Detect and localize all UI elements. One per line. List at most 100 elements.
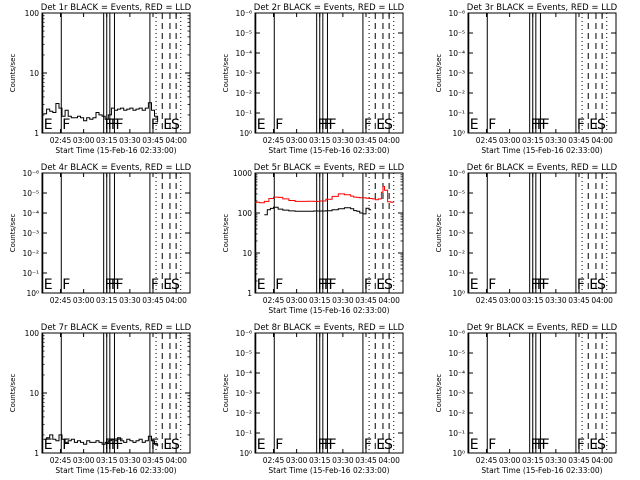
event-label: E (44, 117, 53, 133)
event-label: F (318, 437, 326, 453)
event-rate-line (264, 206, 372, 216)
y-axis-label: Counts/sec (9, 374, 17, 413)
y-tick-label: 10 (29, 389, 39, 398)
panel-5: Det 5r BLACK = Events, RED = LLD 1 10 100 10… (222, 163, 405, 315)
x-axis-label: Start Time (15-Feb-16 02:33:00) (55, 146, 176, 155)
x-tick-label: 03:30 (332, 456, 354, 465)
y-axis-label: Counts/sec (222, 374, 230, 413)
event-label: E (470, 437, 479, 453)
y-tick-label: 10⁻⁵ (448, 189, 465, 198)
x-tick-label: 03:15 (96, 136, 118, 145)
event-label: S (384, 117, 393, 133)
x-tick-label: 03:15 (96, 296, 118, 305)
x-tick-label: 03:00 (73, 136, 95, 145)
x-tick-label: 03:00 (286, 456, 308, 465)
panel-title: Det 6r BLACK = Events, RED = LLD (467, 163, 618, 173)
x-tick-label: 03:45 (568, 296, 590, 305)
panel-title: Det 7r BLACK = Events, RED = LLD (41, 323, 192, 333)
panel-1: Det 1r BLACK = Events, RED = LLD 1 10 100 Co… (9, 3, 192, 155)
y-tick-label: 10⁻² (235, 89, 252, 98)
y-axis-label: Counts/sec (9, 214, 17, 253)
event-label: S (384, 437, 393, 453)
y-tick-label: 10⁻⁵ (22, 189, 39, 198)
x-tick-label: 03:30 (332, 136, 354, 145)
event-label: F (62, 437, 70, 453)
x-axis-label: Start Time (15-Feb-16 02:33:00) (55, 466, 176, 475)
y-tick-label: 10⁻⁶ (22, 169, 39, 178)
x-tick-label: 02:45 (476, 296, 498, 305)
x-tick-label: 03:15 (96, 456, 118, 465)
x-axis-label: Start Time (15-Feb-16 02:33:00) (268, 146, 389, 155)
event-label: F (105, 437, 113, 453)
event-label: F (318, 117, 326, 133)
y-axis-label: Counts/sec (435, 54, 443, 93)
event-label: E (163, 437, 172, 453)
x-tick-label: 03:45 (568, 456, 590, 465)
y-tick-label: 1 (34, 129, 39, 138)
event-label: F (151, 277, 159, 293)
event-label: F (151, 437, 159, 453)
x-tick-label: 03:45 (142, 136, 164, 145)
y-tick-label: 10⁻³ (448, 229, 465, 238)
y-tick-label: 10⁰ (452, 289, 465, 298)
event-label: F (488, 117, 496, 133)
event-rate-line (43, 434, 159, 447)
x-tick-label: 03:00 (73, 456, 95, 465)
plot-frame (254, 332, 404, 454)
x-tick-label: 03:30 (332, 296, 354, 305)
plot-frame (41, 12, 191, 134)
event-label: F (534, 437, 542, 453)
x-tick-label: 03:30 (545, 296, 567, 305)
event-label: E (44, 437, 53, 453)
x-tick-label: 02:45 (476, 456, 498, 465)
lld-rate-line (255, 186, 394, 204)
x-tick-label: 03:45 (355, 456, 377, 465)
y-tick-label: 10⁻³ (22, 229, 39, 238)
y-tick-label: 10⁻⁴ (448, 369, 465, 378)
event-label: F (328, 277, 336, 293)
y-tick-label: 10⁻² (22, 249, 39, 258)
y-tick-label: 10⁻¹ (448, 269, 465, 278)
event-label: E (163, 117, 172, 133)
event-label: F (577, 437, 585, 453)
plot-frame (467, 12, 617, 134)
y-tick-label: 10⁻⁶ (448, 9, 465, 18)
y-tick-label: 10⁻⁶ (448, 329, 465, 338)
event-label: S (171, 437, 180, 453)
x-tick-label: 02:45 (476, 136, 498, 145)
event-label: F (321, 117, 329, 133)
event-label: F (318, 277, 326, 293)
event-label: S (597, 277, 606, 293)
x-tick-label: 03:15 (309, 296, 331, 305)
event-label: F (115, 437, 123, 453)
y-tick-label: 10⁻¹ (448, 429, 465, 438)
event-label: F (62, 277, 70, 293)
x-tick-label: 03:45 (142, 296, 164, 305)
panel-title: Det 3r BLACK = Events, RED = LLD (467, 3, 618, 13)
panel-title: Det 8r BLACK = Events, RED = LLD (254, 323, 405, 333)
event-label: S (384, 277, 393, 293)
x-tick-label: 03:15 (522, 136, 544, 145)
y-tick-label: 10⁻⁴ (448, 209, 465, 218)
x-tick-label: 03:15 (522, 456, 544, 465)
event-label: F (105, 117, 113, 133)
event-label: E (470, 117, 479, 133)
event-label: E (376, 277, 385, 293)
plot-frame (41, 332, 191, 454)
x-tick-label: 04:00 (165, 296, 187, 305)
y-axis-label: Counts/sec (222, 214, 230, 253)
y-tick-label: 10⁻⁵ (235, 29, 252, 38)
y-tick-label: 10⁰ (26, 289, 39, 298)
event-label: F (321, 277, 329, 293)
panel-7: Det 7r BLACK = Events, RED = LLD 1 10 100 Co… (9, 323, 192, 475)
event-label: F (541, 277, 549, 293)
panel-title: Det 4r BLACK = Events, RED = LLD (41, 163, 192, 173)
y-tick-label: 10⁻⁵ (235, 349, 252, 358)
y-tick-label: 10 (242, 249, 252, 258)
event-label: E (163, 277, 172, 293)
y-tick-label: 10⁻² (448, 89, 465, 98)
panel-8: Det 8r BLACK = Events, RED = LLD 10⁰ 10⁻¹ 1… (222, 323, 405, 475)
x-tick-label: 02:45 (263, 136, 285, 145)
event-label: F (488, 437, 496, 453)
y-tick-label: 10⁻³ (235, 389, 252, 398)
